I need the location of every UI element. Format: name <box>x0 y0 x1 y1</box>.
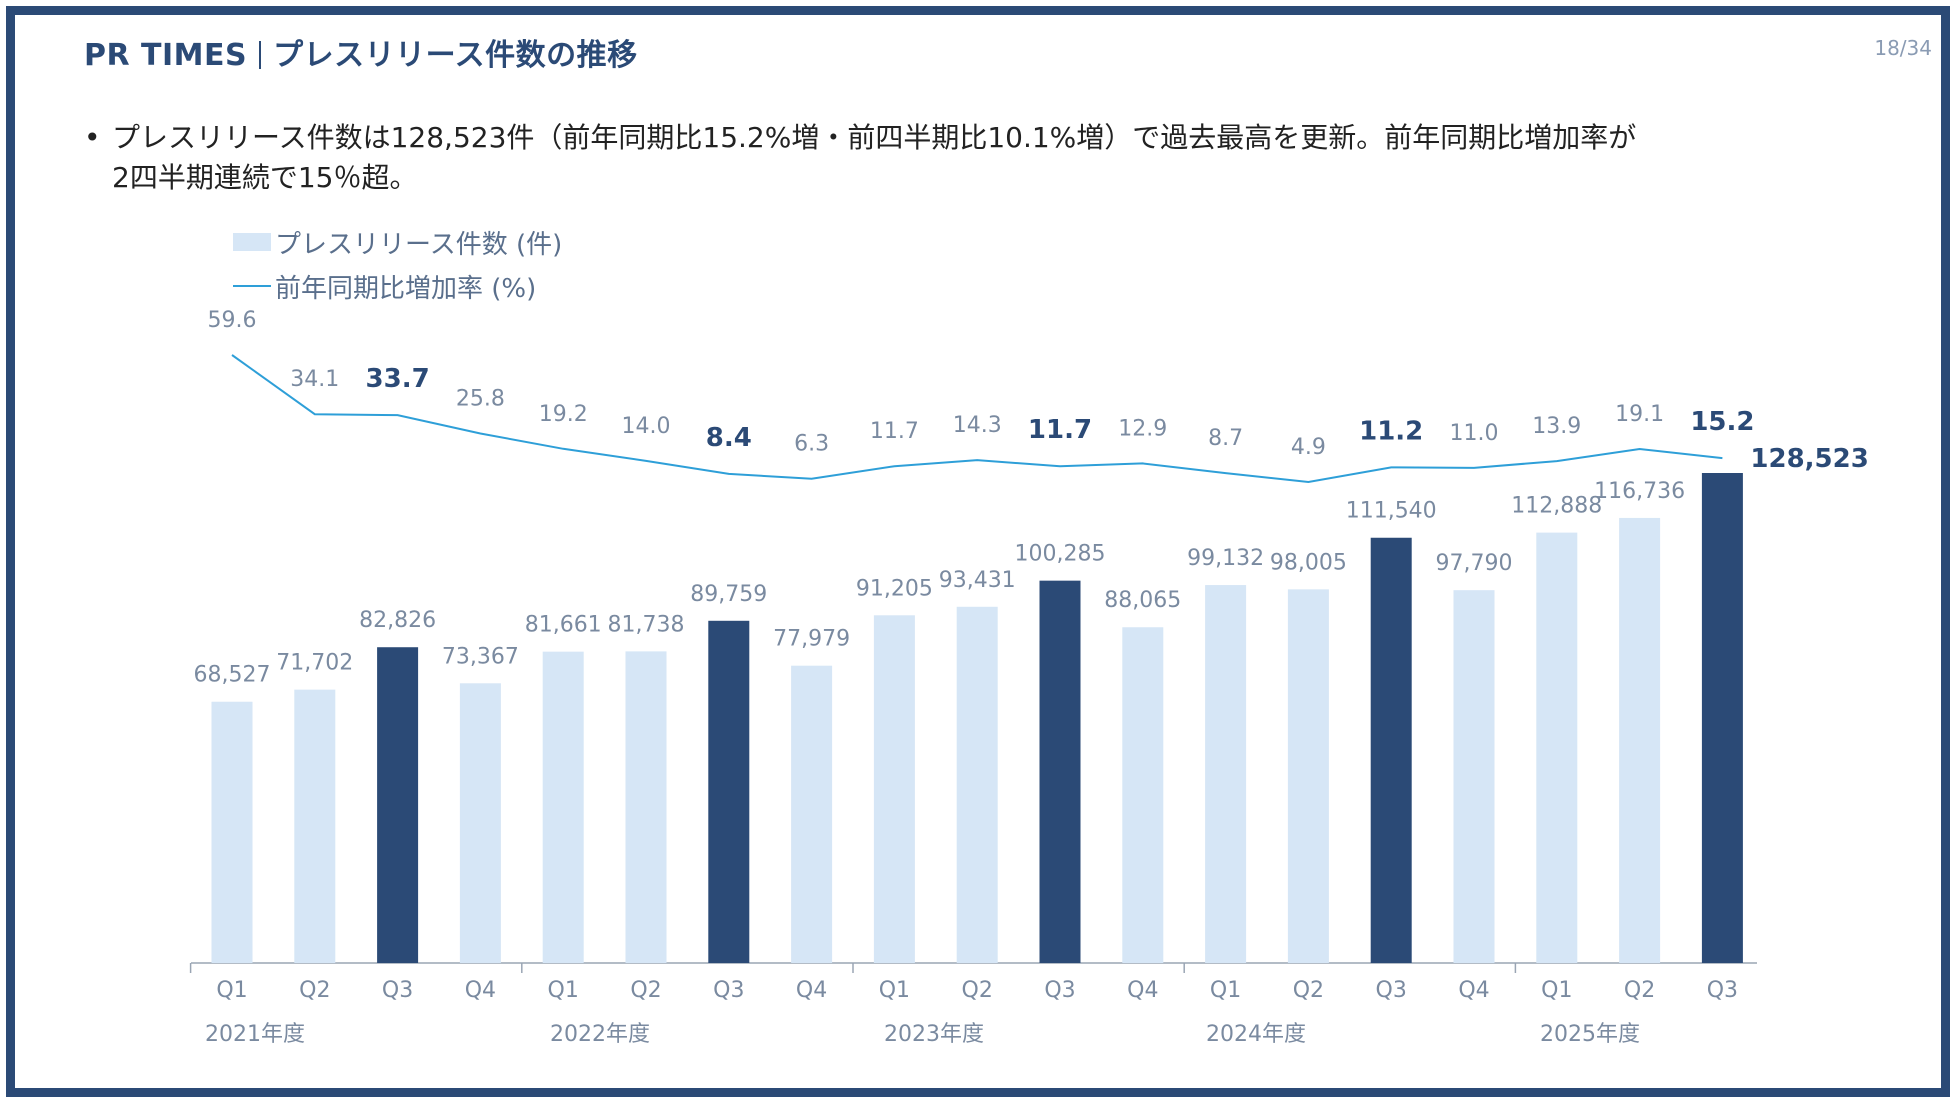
growth-rate-label: 11.0 <box>1450 421 1499 446</box>
bar-value-label: 111,540 <box>1346 499 1437 524</box>
bar-value-label: 82,826 <box>359 608 436 633</box>
bar-value-label: 71,702 <box>276 651 353 676</box>
bar-value-label: 93,431 <box>939 568 1016 593</box>
growth-rate-label: 14.3 <box>953 413 1002 438</box>
bar <box>1370 537 1412 963</box>
bar-value-label: 100,285 <box>1015 542 1106 567</box>
slide-header: PR TIMES プレスリリース件数の推移 <box>84 30 638 74</box>
bar <box>211 701 253 963</box>
growth-rate-label: 59.6 <box>208 308 257 333</box>
x-tick-label: Q1 <box>1541 978 1572 1003</box>
bullet-line-2: 2四半期連続で15％超。 <box>112 161 418 194</box>
bar-value-label: 68,527 <box>194 663 271 688</box>
bar-value-label: 98,005 <box>1270 550 1347 575</box>
growth-rate-label: 19.1 <box>1615 402 1664 427</box>
bar-value-label: 77,979 <box>773 627 850 652</box>
bar-value-label: 128,523 <box>1750 444 1868 474</box>
fiscal-year-label: 2024年度 <box>1206 1022 1306 1047</box>
bar <box>1701 473 1743 963</box>
x-tick-label: Q2 <box>1293 978 1324 1003</box>
bar <box>1453 590 1495 963</box>
bar <box>542 651 584 963</box>
bar-value-label: 81,661 <box>525 613 602 638</box>
bar-value-label: 89,759 <box>690 582 767 607</box>
growth-rate-label: 19.2 <box>539 402 588 427</box>
legend-line-label: 前年同期比増加率 (%) <box>275 273 537 304</box>
bar <box>873 615 915 963</box>
bar-value-label: 88,065 <box>1104 588 1181 613</box>
x-tick-label: Q1 <box>548 978 579 1003</box>
slide-title: プレスリリース件数の推移 <box>273 38 638 73</box>
x-tick-label: Q3 <box>1044 978 1075 1003</box>
x-tick-label: Q2 <box>299 978 330 1003</box>
growth-rate-label: 33.7 <box>366 364 430 394</box>
growth-rate-label: 13.9 <box>1532 414 1581 439</box>
x-tick-label: Q2 <box>962 978 993 1003</box>
legend-item-line: 前年同期比増加率 (%) <box>233 264 562 308</box>
page-number: 18/34 <box>1874 36 1932 60</box>
bar <box>459 683 501 963</box>
growth-rate-label: 34.1 <box>290 367 339 392</box>
bar <box>956 606 998 963</box>
bullet-dot: • <box>84 121 101 154</box>
x-tick-label: Q2 <box>630 978 661 1003</box>
legend-bar-label: プレスリリース件数 (件) <box>275 229 563 260</box>
bar <box>625 651 667 963</box>
bar-value-label: 112,888 <box>1511 494 1602 519</box>
bar <box>294 689 336 963</box>
legend-bar-swatch <box>233 233 271 251</box>
bar <box>1122 627 1164 963</box>
x-tick-label: Q2 <box>1624 978 1655 1003</box>
x-tick-label: Q3 <box>713 978 744 1003</box>
growth-rate-label: 11.7 <box>870 419 919 444</box>
legend-line-swatch <box>233 285 271 287</box>
fiscal-year-label: 2023年度 <box>884 1022 984 1047</box>
x-tick-label: Q3 <box>1376 978 1407 1003</box>
x-tick-label: Q1 <box>1210 978 1241 1003</box>
fiscal-year-label: 2022年度 <box>550 1022 650 1047</box>
x-tick-label: Q3 <box>1707 978 1738 1003</box>
bar-value-label: 91,205 <box>856 576 933 601</box>
growth-rate-label: 4.9 <box>1291 435 1326 460</box>
x-tick-label: Q3 <box>382 978 413 1003</box>
bar <box>377 647 419 963</box>
growth-rate-label: 12.9 <box>1118 416 1167 441</box>
legend-item-bar: プレスリリース件数 (件) <box>233 220 562 264</box>
x-tick-label: Q4 <box>1458 978 1489 1003</box>
x-tick-label: Q1 <box>879 978 910 1003</box>
chart-legend: プレスリリース件数 (件) 前年同期比増加率 (%) <box>233 220 562 308</box>
bar <box>1039 580 1081 963</box>
growth-rate-label: 15.2 <box>1690 407 1754 437</box>
growth-rate-label: 14.0 <box>622 414 671 439</box>
bullet-text: • プレスリリース件数は128,523件（前年同期比15.2%増・前四半期比10… <box>84 118 1844 198</box>
bar <box>1536 532 1578 963</box>
growth-rate-label: 11.7 <box>1028 415 1092 445</box>
x-tick-label: Q1 <box>216 978 247 1003</box>
bar-value-label: 99,132 <box>1187 546 1264 571</box>
growth-rate-label: 11.2 <box>1359 416 1423 446</box>
header-separator <box>259 41 262 69</box>
bullet-line-1: プレスリリース件数は128,523件（前年同期比15.2%増・前四半期比10.1… <box>112 121 1637 154</box>
growth-rate-label: 8.4 <box>706 423 752 453</box>
bar <box>1619 517 1661 963</box>
growth-rate-label: 8.7 <box>1208 426 1243 451</box>
growth-rate-label: 25.8 <box>456 386 505 411</box>
bar <box>1205 585 1247 963</box>
brand-name: PR TIMES <box>84 38 248 73</box>
x-tick-label: Q4 <box>1127 978 1158 1003</box>
bar-value-label: 81,738 <box>608 612 685 637</box>
growth-rate-label: 6.3 <box>794 432 829 457</box>
x-tick-label: Q4 <box>465 978 496 1003</box>
bar <box>1287 589 1329 963</box>
bar <box>791 665 833 963</box>
bar-value-label: 97,790 <box>1436 551 1513 576</box>
bar-value-label: 116,736 <box>1594 479 1685 504</box>
bar-value-label: 73,367 <box>442 644 519 669</box>
x-tick-label: Q4 <box>796 978 827 1003</box>
bar <box>708 620 750 963</box>
fiscal-year-label: 2021年度 <box>205 1022 305 1047</box>
fiscal-year-label: 2025年度 <box>1540 1022 1640 1047</box>
